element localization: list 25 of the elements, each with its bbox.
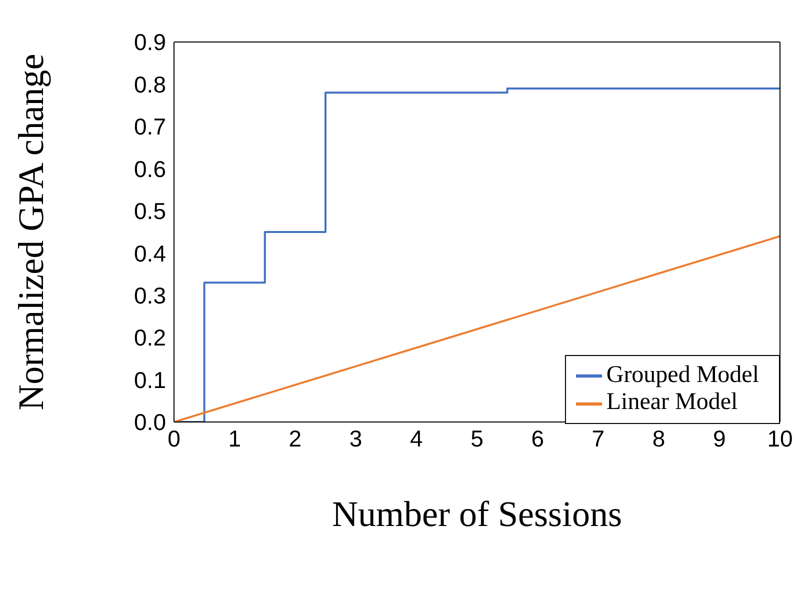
y-tick-label: 0.8: [134, 71, 166, 98]
x-tick-label: 6: [531, 425, 544, 452]
x-tick-label: 0: [168, 425, 180, 452]
y-tick-label: 0.7: [134, 114, 166, 140]
y-tick-label: 0.3: [134, 282, 166, 309]
y-tick-label: 0.6: [134, 156, 166, 182]
x-tick-label: 5: [470, 425, 484, 452]
y-tick-label: 0.9: [134, 29, 166, 56]
y-tick-label: 0.4: [134, 240, 166, 266]
x-axis-title: Number of Sessions: [332, 494, 622, 534]
legend-label: Linear Model: [606, 389, 738, 416]
x-tick-label: 10: [767, 425, 793, 452]
x-tick-label: 3: [349, 425, 362, 452]
y-tick-label: 0.0: [134, 409, 166, 436]
y-tick-label: 0.5: [134, 198, 166, 224]
x-tick-label: 7: [592, 425, 605, 452]
x-tick-label: 4: [410, 425, 423, 452]
x-tick-label: 8: [652, 425, 666, 452]
y-tick-label: 0.1: [134, 366, 166, 393]
y-tick-label: 0.2: [134, 324, 166, 351]
y-axis-title: Normalized GPA change: [10, 54, 51, 410]
x-tick-label: 2: [288, 425, 302, 452]
legend-label: Grouped Model: [606, 362, 759, 388]
x-tick-label: 1: [228, 425, 241, 452]
x-tick-label: 9: [713, 425, 726, 452]
